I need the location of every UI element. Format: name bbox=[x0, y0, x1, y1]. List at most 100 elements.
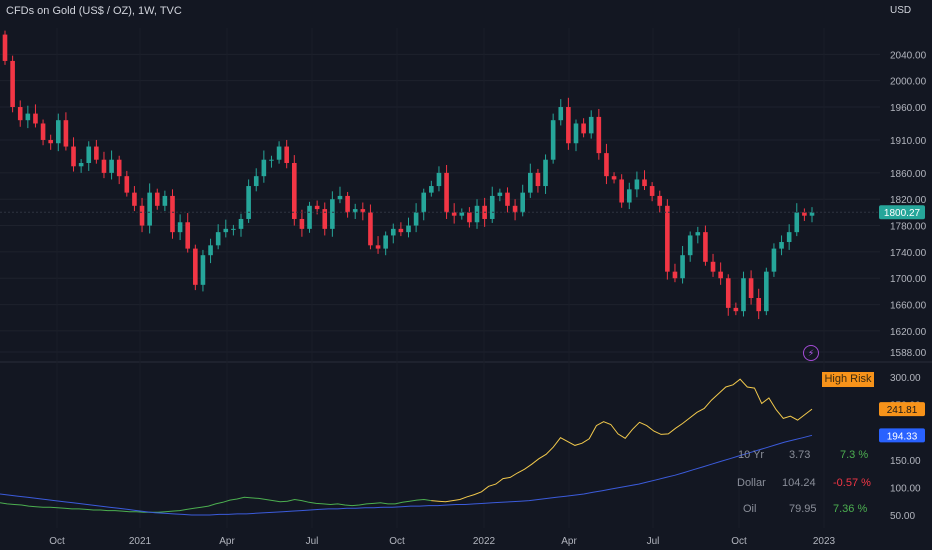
candle-body bbox=[314, 205, 320, 210]
y-tick-label: 1588.00 bbox=[890, 348, 927, 359]
candle-body bbox=[528, 172, 533, 193]
candle-body bbox=[786, 232, 792, 243]
candle-body bbox=[231, 228, 236, 230]
candle-body bbox=[771, 248, 777, 272]
candle-body bbox=[429, 186, 434, 193]
candle-body bbox=[63, 120, 69, 147]
candle-body bbox=[451, 212, 457, 216]
candle-body bbox=[337, 195, 343, 200]
candle-body bbox=[223, 228, 229, 233]
candle-body bbox=[794, 212, 800, 233]
candle-body bbox=[94, 146, 99, 160]
candle-body bbox=[238, 218, 244, 229]
candle-body bbox=[634, 179, 640, 190]
y-tick-label: 1780.00 bbox=[890, 222, 927, 233]
candle-body bbox=[649, 186, 655, 196]
candle-body bbox=[170, 195, 175, 233]
candle-body bbox=[566, 107, 571, 144]
y-tick-label: 1740.00 bbox=[890, 248, 927, 259]
candle-body bbox=[109, 159, 114, 173]
candle-body bbox=[444, 172, 449, 213]
candle-body bbox=[543, 159, 548, 187]
y-tick-label: 1960.00 bbox=[890, 103, 927, 114]
candle-body bbox=[200, 255, 206, 285]
candle-body bbox=[573, 123, 579, 144]
x-tick-label: Oct bbox=[49, 536, 65, 547]
candle-body bbox=[535, 172, 541, 187]
candle-body bbox=[147, 192, 152, 226]
candle-body bbox=[10, 60, 15, 108]
candle-body bbox=[276, 146, 282, 160]
y-tick-label: 2040.00 bbox=[890, 50, 927, 61]
candle-body bbox=[48, 139, 53, 144]
x-tick-label: Oct bbox=[389, 536, 405, 547]
candle-body bbox=[687, 235, 693, 256]
candle-body bbox=[55, 120, 61, 144]
series-value-tag bbox=[879, 402, 925, 417]
candle-body bbox=[360, 209, 366, 213]
candle-body bbox=[467, 212, 472, 223]
y-tick-label: 1660.00 bbox=[890, 301, 927, 312]
y-tick-label: 1860.00 bbox=[890, 169, 927, 180]
candle-body bbox=[322, 209, 328, 229]
candle-body bbox=[253, 176, 259, 187]
x-tick-label: Apr bbox=[219, 536, 235, 547]
candle-body bbox=[215, 232, 221, 246]
candle-body bbox=[383, 235, 388, 249]
candle-body bbox=[748, 278, 754, 298]
indicator-row: Dollar 104.24 -0.57 % bbox=[0, 477, 880, 491]
candle-body bbox=[132, 192, 137, 206]
candle-body bbox=[154, 192, 160, 206]
candle-body bbox=[550, 120, 556, 160]
high-risk-badge[interactable]: High Risk bbox=[822, 372, 874, 387]
candle-body bbox=[611, 176, 617, 180]
candle-body bbox=[558, 107, 564, 121]
y-tick-label: 1910.00 bbox=[890, 136, 927, 147]
indicator-change: 7.36 % bbox=[833, 503, 868, 515]
candle-body bbox=[352, 209, 358, 213]
candle-body bbox=[703, 232, 708, 262]
candle-body bbox=[390, 228, 396, 236]
candle-body bbox=[809, 212, 815, 216]
candle-body bbox=[756, 298, 762, 312]
candle-body bbox=[368, 212, 373, 246]
candle-body bbox=[733, 307, 739, 312]
candle-body bbox=[307, 205, 312, 229]
y-tick-label: 1620.00 bbox=[890, 327, 927, 338]
indicator-name: Oil bbox=[743, 503, 757, 515]
indicator-value: 79.95 bbox=[789, 503, 817, 515]
candle-body bbox=[459, 212, 465, 216]
candle-body bbox=[71, 146, 76, 167]
indicator-value: 104.24 bbox=[782, 477, 816, 489]
candle-body bbox=[588, 116, 594, 134]
x-tick-label: 2022 bbox=[473, 536, 496, 547]
x-tick-label: 2023 bbox=[813, 536, 836, 547]
candle-body bbox=[642, 179, 647, 187]
candle-body bbox=[40, 123, 46, 140]
candle-body bbox=[764, 271, 769, 312]
candle-body bbox=[398, 228, 404, 233]
candle-body bbox=[25, 113, 31, 121]
candle-body bbox=[520, 192, 525, 213]
flash-icon[interactable]: ⚡ bbox=[803, 345, 819, 361]
series-value-tag bbox=[879, 428, 925, 443]
candle-body bbox=[86, 146, 92, 163]
currency-label: USD bbox=[890, 5, 912, 16]
candle-body bbox=[802, 212, 807, 216]
candle-body bbox=[626, 189, 632, 203]
candle-body bbox=[185, 222, 191, 249]
last-price-label: 1800.27 bbox=[884, 208, 921, 219]
candle-body bbox=[436, 172, 442, 187]
candle-body bbox=[261, 159, 267, 177]
candle-body bbox=[619, 179, 624, 203]
indicator-value: 3.73 bbox=[789, 449, 811, 461]
candle-body bbox=[581, 123, 586, 134]
y-tick-label: 100.00 bbox=[890, 483, 921, 494]
candle-body bbox=[292, 163, 297, 219]
candle-body bbox=[139, 205, 145, 226]
candle-body bbox=[596, 116, 602, 154]
x-tick-label: Jul bbox=[306, 536, 319, 547]
candle-body bbox=[725, 278, 731, 308]
